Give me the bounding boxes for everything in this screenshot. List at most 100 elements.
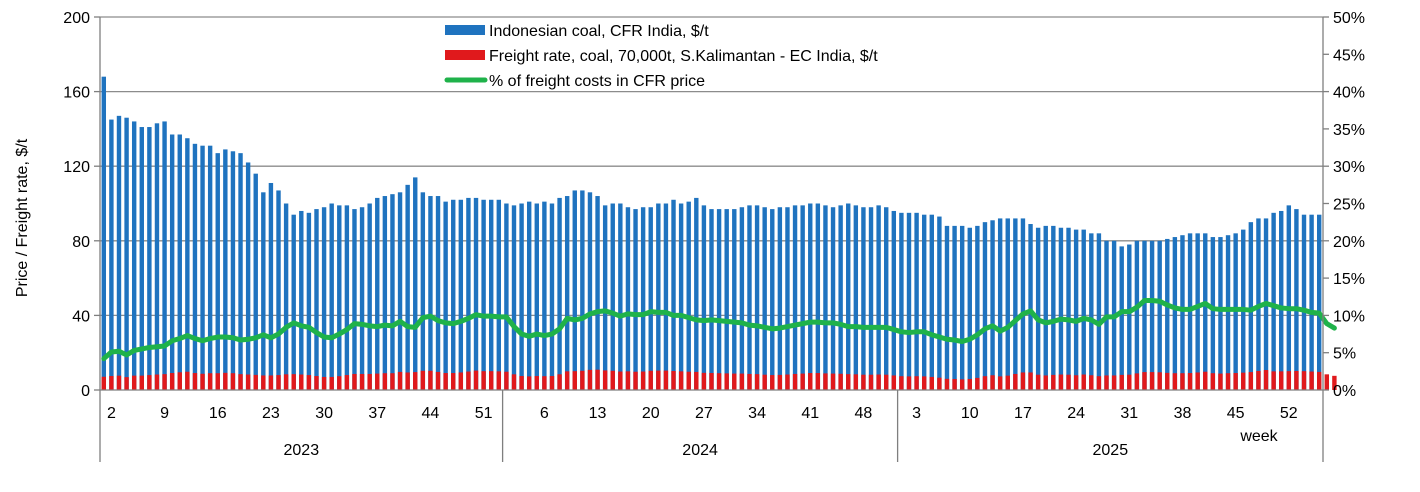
freight-rate-bar (580, 370, 585, 390)
coal-price-bar (1134, 240, 1140, 390)
coal-price-bar (914, 212, 919, 390)
freight-rate-bar (185, 371, 190, 390)
coal-price-bar (678, 203, 684, 390)
coal-price-bar (526, 201, 532, 390)
coal-price-bar (694, 197, 699, 390)
coal-price-bar (549, 203, 555, 390)
freight-rate-bar (815, 373, 821, 390)
freight-rate-bar (131, 375, 137, 390)
freight-rate-bar (542, 376, 547, 390)
coal-price-bar (580, 190, 585, 390)
x-tick-label: 6 (540, 405, 549, 422)
freight-rate-bar (944, 378, 950, 390)
freight-rate-bar (1210, 373, 1216, 390)
coal-price-bar (823, 205, 828, 390)
freight-rate-bar (906, 376, 912, 390)
x-tick-label: 41 (801, 405, 819, 422)
coal-price-bar (238, 153, 243, 390)
freight-rate-bar (329, 376, 334, 390)
coal-price-bar (230, 151, 236, 390)
coal-price-bar (853, 205, 859, 390)
freight-rate-bar (800, 373, 805, 390)
freight-rate-bar (291, 374, 296, 390)
freight-rate-bar (413, 372, 418, 390)
coal-price-bar (868, 207, 874, 390)
coal-price-bar (101, 76, 107, 391)
freight-rate-bar (534, 376, 539, 390)
freight-rate-bar (109, 376, 114, 390)
freight-rate-bar (732, 373, 737, 390)
freight-rate-bar (428, 370, 433, 390)
freight-rate-bar (785, 374, 790, 390)
coal-price-bar (732, 209, 737, 390)
left-tick-label: 160 (63, 85, 90, 102)
freight-rate-bar (557, 374, 562, 390)
freight-rate-bar (1051, 374, 1056, 390)
freight-rate-bar (716, 373, 722, 390)
coal-price-bar (473, 197, 479, 390)
right-tick-label: 40% (1333, 85, 1365, 102)
coal-price-bar (800, 205, 805, 390)
x-axis-year-labels: 2023 2024 2025 (284, 442, 1129, 459)
freight-rate-bar (1119, 374, 1124, 390)
right-tick-label: 15% (1333, 271, 1365, 288)
coal-price-bar (1058, 227, 1064, 390)
freight-rate-bar (1043, 375, 1048, 390)
freight-rate-bar (344, 375, 350, 390)
year-label-2023: 2023 (284, 442, 320, 459)
freight-rate-bar (762, 374, 767, 390)
freight-rate-bar (610, 370, 615, 390)
freight-rate-bar (1203, 371, 1208, 390)
freight-rate-bar (1073, 375, 1079, 390)
coal-price-bar (162, 121, 167, 390)
freight-rate-bar (1256, 370, 1261, 390)
freight-rate-bar (1020, 372, 1026, 390)
coal-price-bar (1127, 244, 1132, 390)
coal-price-bar (921, 214, 927, 390)
x-tick-label: 2 (107, 405, 116, 422)
x-tick-label: 52 (1280, 405, 1298, 422)
coal-price-bar (564, 196, 570, 390)
coal-price-bar (686, 201, 691, 390)
coal-price-bar (997, 218, 1003, 390)
freight-rate-bar (1066, 374, 1071, 390)
x-tick-label: 13 (589, 405, 607, 422)
freight-rate-bar (625, 371, 631, 390)
freight-rate-bar (959, 379, 965, 390)
freight-rate-bar (1248, 372, 1254, 390)
freight-rate-bar (754, 374, 760, 390)
freight-rate-bar (1279, 371, 1284, 390)
freight-rate-bar (1332, 375, 1337, 390)
x-tick-label: 3 (912, 405, 921, 422)
x-tick-label: 37 (368, 405, 386, 422)
freight-rate-bar (618, 371, 623, 390)
coal-price-bar (1309, 214, 1314, 390)
freight-rate-bar (223, 372, 228, 390)
freight-rate-bar (640, 371, 646, 390)
freight-rate-bar (1165, 372, 1170, 390)
coal-price-bar (602, 205, 608, 390)
x-tick-label: 44 (422, 405, 440, 422)
coal-price-bar (990, 220, 995, 390)
freight-rate-bar (352, 373, 357, 390)
coal-price-bar (959, 225, 965, 390)
freight-rate-bar (1263, 370, 1269, 390)
left-tick-label: 200 (63, 10, 90, 27)
freight-rate-bar (1081, 374, 1086, 390)
coal-price-bar (618, 203, 623, 390)
coal-price-bar (808, 203, 813, 390)
coal-price-bar (261, 192, 266, 390)
coal-price-bar (223, 149, 228, 390)
freight-rate-bar (587, 369, 593, 390)
coal-price-bar (625, 207, 631, 390)
legend-swatch-freight-rate (445, 50, 485, 60)
coal-price-bar (906, 212, 912, 390)
freight-rate-bar (656, 370, 661, 390)
freight-rate-bar (921, 376, 927, 390)
x-tick-label: 17 (1014, 405, 1032, 422)
freight-rate-bar (1271, 371, 1276, 390)
coal-price-bar (397, 192, 403, 390)
coal-price-bar (253, 173, 258, 390)
x-tick-label: 34 (748, 405, 766, 422)
